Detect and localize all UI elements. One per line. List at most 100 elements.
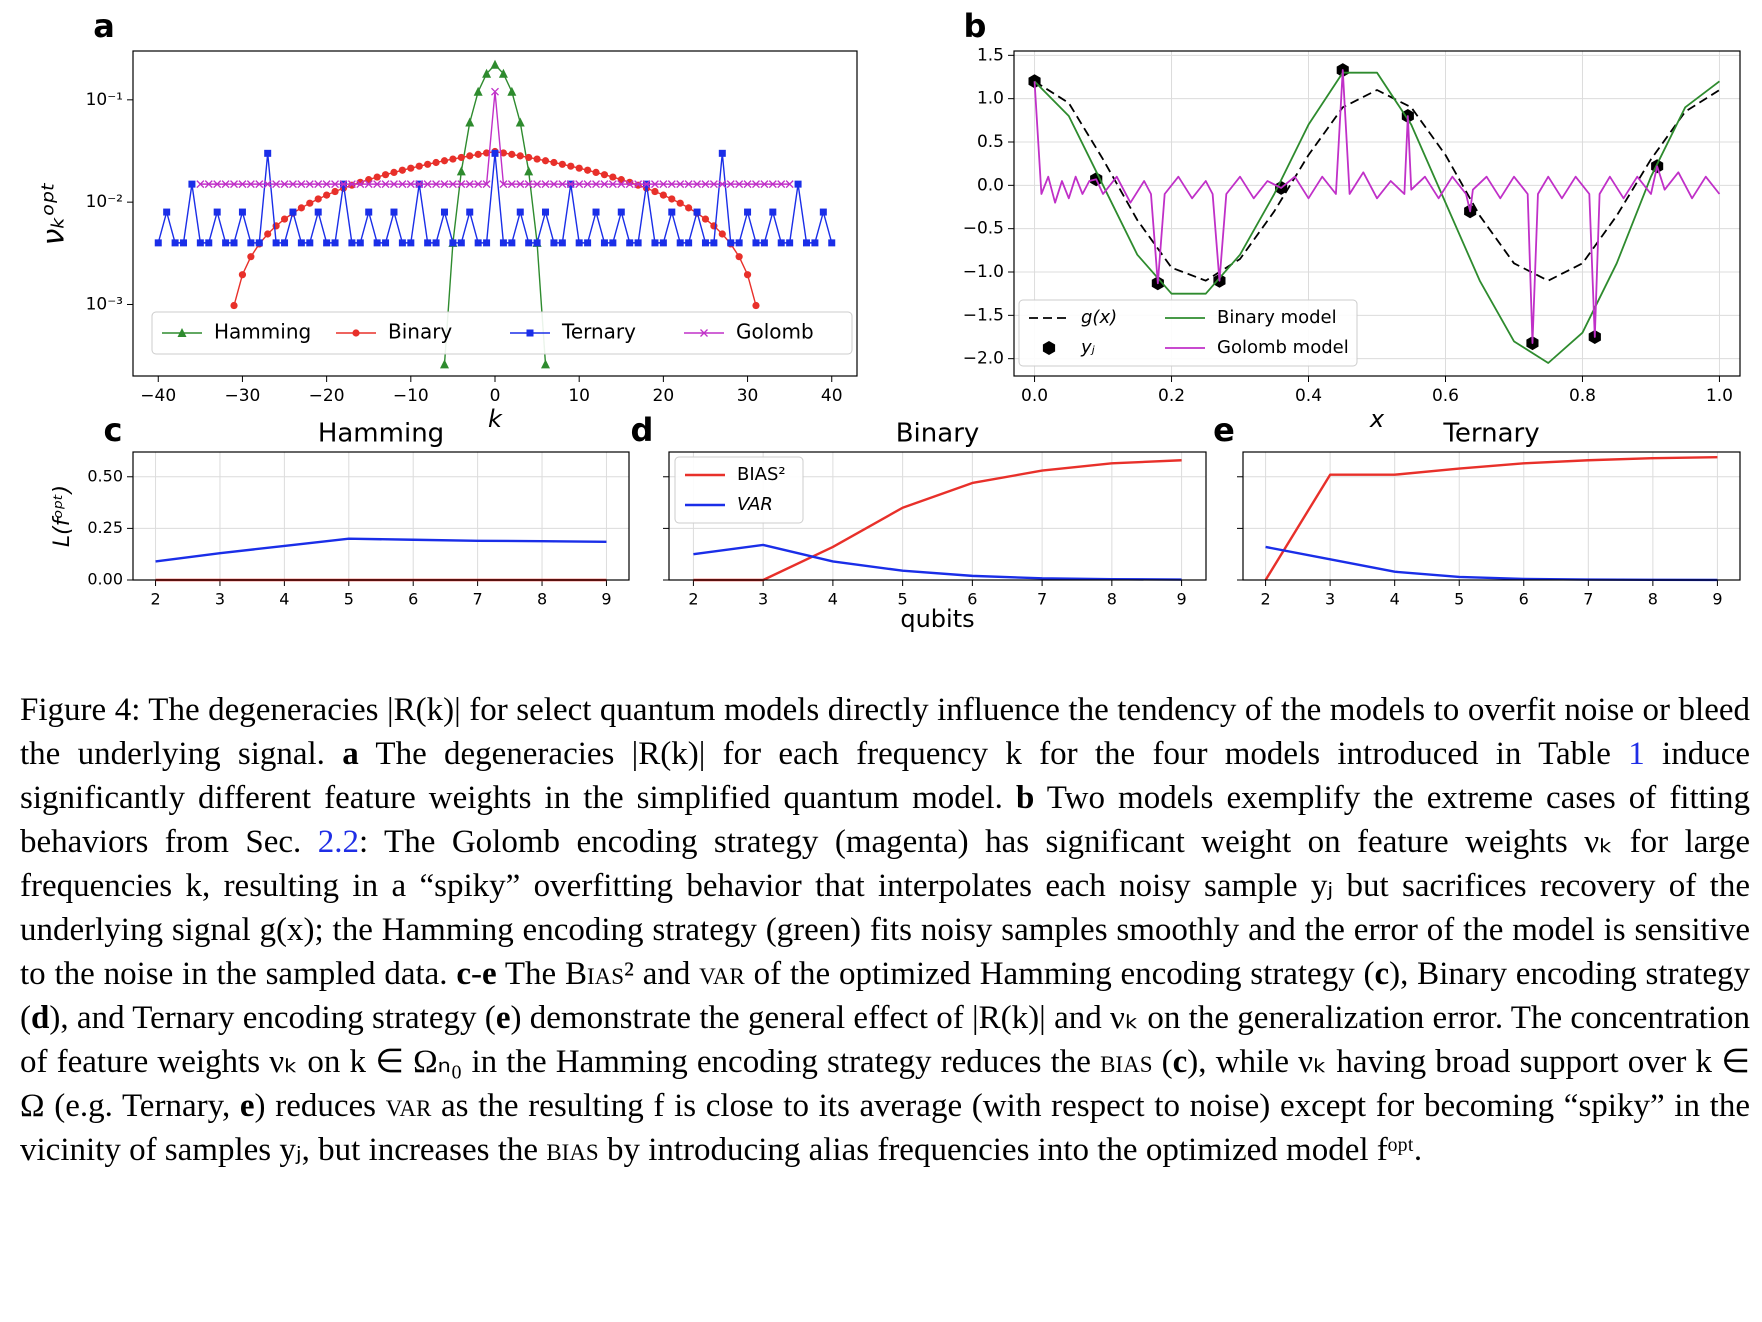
marker (558, 160, 566, 168)
marker (499, 149, 508, 157)
marker (592, 208, 600, 216)
x-tick-label: −30 (224, 386, 260, 406)
x-tick-label: 2 (688, 590, 698, 609)
marker (802, 239, 810, 247)
marker (558, 180, 567, 189)
caption-text: Two models exemplify the extreme cases o… (20, 780, 1750, 860)
marker (626, 239, 634, 247)
series-line (1265, 545, 1718, 582)
marker (575, 239, 583, 247)
caption-text: ( (1152, 1044, 1173, 1080)
marker (381, 171, 390, 179)
marker (760, 239, 768, 247)
legend-label: BIAS² (737, 464, 786, 485)
caption-link[interactable]: 1 (1628, 736, 1645, 772)
marker (516, 208, 524, 216)
marker (634, 181, 642, 189)
marker (255, 239, 263, 247)
marker (407, 239, 415, 247)
marker (752, 239, 760, 247)
marker (592, 180, 600, 189)
marker (777, 180, 786, 189)
x-tick-label: 3 (215, 590, 225, 609)
marker (777, 239, 785, 247)
marker (373, 180, 382, 189)
y-tick-label: 10⁻¹ (86, 90, 123, 110)
x-tick-label: 9 (1712, 590, 1722, 609)
marker (566, 180, 575, 189)
y-tick-label: 10⁻³ (86, 294, 123, 314)
marker (634, 239, 642, 247)
caption-text: The degeneracies |R(k)| for each frequen… (358, 736, 1629, 772)
caption-text: var (699, 956, 745, 992)
legend-label: Ternary (561, 320, 636, 344)
marker (230, 301, 238, 310)
marker (440, 157, 449, 165)
legend-box (1018, 299, 1358, 367)
x-tick-label: 1.0 (1706, 386, 1733, 406)
series-line (1034, 80, 1720, 282)
marker (247, 239, 255, 247)
marker (819, 208, 827, 216)
marker (735, 239, 743, 247)
marker (365, 208, 373, 216)
marker (180, 239, 188, 247)
marker (272, 180, 281, 189)
marker (222, 239, 230, 247)
marker (743, 180, 752, 189)
marker (204, 180, 213, 189)
caption-text: var (385, 1088, 432, 1124)
caption-link[interactable]: 2.2 (317, 824, 360, 860)
marker (449, 155, 457, 163)
marker (456, 166, 466, 176)
marker (482, 180, 491, 189)
marker (382, 239, 390, 247)
x-tick-label: 6 (1519, 590, 1529, 609)
marker (752, 301, 760, 310)
y-tick-label: 1.0 (977, 89, 1004, 109)
marker (525, 153, 533, 162)
series-line (1264, 455, 1718, 581)
marker (744, 208, 752, 216)
marker (651, 187, 659, 196)
x-tick-label: −40 (140, 386, 176, 406)
x-axis-label: qubits (900, 605, 974, 633)
marker (516, 152, 524, 160)
marker (424, 160, 432, 168)
series-line (693, 543, 1182, 581)
panel-label: d (631, 411, 654, 449)
series-line (693, 459, 1182, 582)
marker (331, 239, 339, 247)
marker (398, 180, 407, 189)
marker (221, 180, 230, 189)
caption-text: induce significantly different feature w… (20, 736, 1750, 816)
caption-text: e (239, 1088, 255, 1124)
caption-text: c (1374, 956, 1390, 992)
marker (650, 180, 659, 189)
caption-text: as the resulting f is close to its avera… (20, 1088, 1750, 1168)
marker (323, 239, 331, 247)
marker (1042, 341, 1056, 355)
marker (584, 239, 592, 247)
marker (726, 180, 735, 189)
marker (558, 239, 566, 247)
marker (439, 359, 449, 369)
marker (735, 253, 743, 261)
caption-text: ) demonstrate the general effect of |R(k… (20, 1000, 1751, 1080)
marker (659, 239, 667, 247)
marker (331, 180, 340, 189)
marker (743, 271, 752, 279)
caption-text: bias (1100, 1044, 1153, 1080)
marker (634, 180, 643, 189)
marker (188, 180, 196, 188)
x-tick-label: 10 (568, 386, 590, 406)
y-axis-label: L(fᵒᵖᵗ) (50, 485, 75, 547)
marker (533, 239, 541, 247)
marker (306, 239, 314, 247)
marker (457, 239, 465, 247)
marker (331, 187, 339, 196)
marker (710, 239, 718, 247)
marker (718, 180, 727, 189)
marker (423, 180, 432, 189)
marker (828, 239, 836, 247)
